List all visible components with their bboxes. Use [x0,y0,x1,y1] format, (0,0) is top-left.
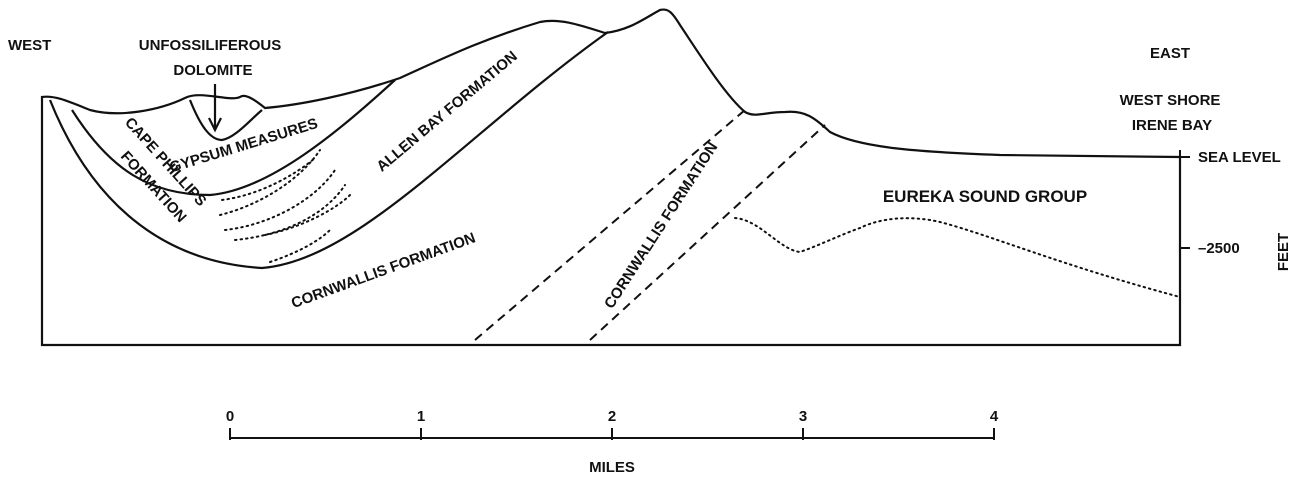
dotted-bed [222,158,315,200]
label: EAST [1150,45,1190,62]
depth-tick-label: SEA LEVEL [1198,149,1281,166]
axis-label: FEET [1275,233,1292,271]
scale-tick-label: 1 [417,408,425,425]
depth-tick-label: –2500 [1198,240,1240,257]
dotted-bed [220,150,320,215]
label: WEST [8,37,51,54]
label: IRENE BAY [1132,117,1212,134]
label: WEST SHORE [1120,92,1221,109]
label: CORNWALLIS FORMATION [601,139,721,312]
arrow [209,84,221,130]
label: DOLOMITE [173,62,252,79]
scale-tick-label: 2 [608,408,616,425]
label: CORNWALLIS FORMATION [289,229,478,312]
label: ALLEN BAY FORMATION [373,48,520,175]
eureka-contact [735,218,1180,297]
label: EUREKA SOUND GROUP [883,187,1087,206]
dotted-bed [270,230,330,262]
label: GYPSUM MEASURES [167,115,319,176]
axis-label: MILES [589,459,635,476]
scale-tick-label: 3 [799,408,807,425]
scale-tick-label: 0 [226,408,234,425]
cape-phillips-base [50,32,608,268]
cross-section: WEST EAST UNFOSSILIFEROUS DOLOMITE WEST … [0,0,1303,480]
dotted-bed [225,170,335,230]
scale-tick-label: 4 [990,408,999,425]
label: UNFOSSILIFEROUS [139,37,282,54]
